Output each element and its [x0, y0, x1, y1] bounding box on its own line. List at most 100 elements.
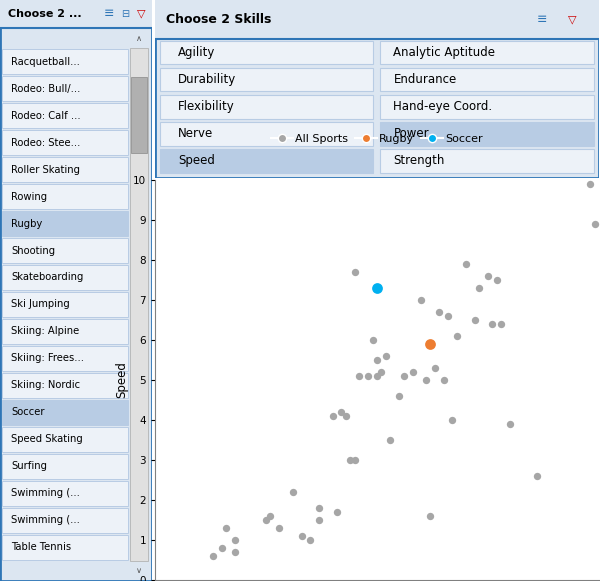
Bar [2, 103, 128, 128]
Point [408, 367, 418, 376]
Bar [2, 535, 128, 560]
Bar [380, 68, 593, 91]
Point [350, 456, 359, 465]
Point [439, 375, 448, 385]
Point [328, 411, 337, 421]
Text: Skateboarding: Skateboarding [11, 272, 84, 282]
Point [314, 503, 324, 512]
Bar [0, 0, 152, 28]
Point [425, 339, 435, 349]
Bar [2, 454, 128, 479]
Point [461, 259, 470, 268]
Text: Rodeo: Calf ...: Rodeo: Calf ... [11, 110, 81, 121]
Bar [2, 400, 128, 425]
Text: Nerve: Nerve [178, 127, 214, 141]
Bar [2, 76, 128, 101]
Bar [130, 48, 148, 561]
Bar [2, 481, 128, 505]
Point [230, 547, 240, 557]
Text: Rodeo: Stee...: Rodeo: Stee... [11, 138, 81, 148]
Text: Ski Jumping: Ski Jumping [11, 299, 70, 310]
Text: ▽: ▽ [137, 9, 145, 19]
Bar [2, 373, 128, 397]
Point [452, 331, 462, 340]
Point [372, 284, 382, 293]
Text: Choose 2 ...: Choose 2 ... [8, 9, 81, 19]
Text: Shooting: Shooting [11, 246, 56, 256]
Point [586, 180, 595, 189]
Bar [160, 41, 373, 64]
Bar [155, 0, 599, 39]
Text: Durability: Durability [178, 73, 236, 86]
Bar [2, 346, 128, 371]
Text: Choose 2 Skills: Choose 2 Skills [166, 13, 271, 26]
Bar [160, 149, 373, 173]
Point [208, 551, 218, 561]
Point [314, 515, 324, 525]
Text: ▽: ▽ [568, 15, 577, 24]
Text: Rugby: Rugby [11, 218, 43, 228]
Point [470, 315, 479, 325]
Text: Roller Skating: Roller Skating [11, 164, 80, 175]
Legend: All Sports, Rugby, Soccer: All Sports, Rugby, Soccer [271, 134, 483, 144]
Text: Rodeo: Bull/...: Rodeo: Bull/... [11, 84, 81, 94]
Text: ≡: ≡ [537, 13, 547, 26]
Point [377, 367, 386, 376]
Point [399, 371, 409, 381]
Point [350, 267, 359, 277]
Point [475, 284, 484, 293]
Point [497, 320, 506, 329]
Point [372, 356, 382, 365]
Point [386, 435, 395, 444]
Text: Agility: Agility [178, 46, 215, 59]
Bar [2, 427, 128, 451]
Point [421, 375, 431, 385]
Text: Speed Skating: Speed Skating [11, 434, 83, 444]
Bar [2, 319, 128, 344]
Text: Power: Power [394, 127, 429, 141]
Text: Skiing: Frees...: Skiing: Frees... [11, 353, 85, 363]
Bar [131, 77, 146, 153]
Point [305, 535, 315, 544]
Point [434, 307, 444, 317]
Text: Skiing: Nordic: Skiing: Nordic [11, 381, 80, 390]
Point [364, 371, 373, 381]
Point [288, 487, 298, 497]
Bar [2, 130, 128, 155]
Text: Strength: Strength [394, 155, 445, 167]
Text: Swimming (...: Swimming (... [11, 488, 80, 498]
Point [368, 335, 377, 345]
Text: ∨: ∨ [136, 566, 142, 575]
Text: ∧: ∧ [136, 34, 142, 42]
Text: Hand-eye Coord.: Hand-eye Coord. [394, 101, 493, 113]
Bar [2, 157, 128, 182]
Bar [380, 149, 593, 173]
Point [297, 532, 307, 541]
Point [425, 511, 435, 521]
Point [443, 311, 453, 321]
Point [332, 507, 342, 517]
Bar [2, 508, 128, 533]
Bar [2, 211, 128, 236]
Text: Soccer: Soccer [11, 407, 45, 417]
Point [337, 407, 346, 417]
Point [266, 511, 275, 521]
Text: Rowing: Rowing [11, 192, 47, 202]
Text: Speed: Speed [178, 155, 215, 167]
Text: Racquetball...: Racquetball... [11, 57, 80, 67]
Point [448, 415, 457, 425]
Text: Endurance: Endurance [394, 73, 457, 86]
Point [346, 456, 355, 465]
Text: ⊟: ⊟ [122, 9, 130, 19]
Point [355, 371, 364, 381]
Point [381, 352, 391, 361]
Bar [2, 265, 128, 290]
Text: Table Tennis: Table Tennis [11, 542, 71, 552]
Point [416, 295, 426, 304]
Text: Surfing: Surfing [11, 461, 47, 471]
Point [394, 392, 404, 401]
Point [217, 543, 226, 553]
Point [532, 471, 542, 480]
Text: Swimming (...: Swimming (... [11, 515, 80, 525]
Text: Flexibility: Flexibility [178, 101, 235, 113]
